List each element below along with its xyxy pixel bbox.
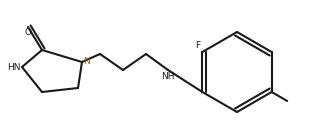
Text: NH: NH: [161, 72, 175, 81]
Text: O: O: [24, 28, 32, 37]
Text: N: N: [83, 56, 90, 65]
Text: HN: HN: [7, 62, 21, 72]
Text: F: F: [195, 41, 200, 50]
